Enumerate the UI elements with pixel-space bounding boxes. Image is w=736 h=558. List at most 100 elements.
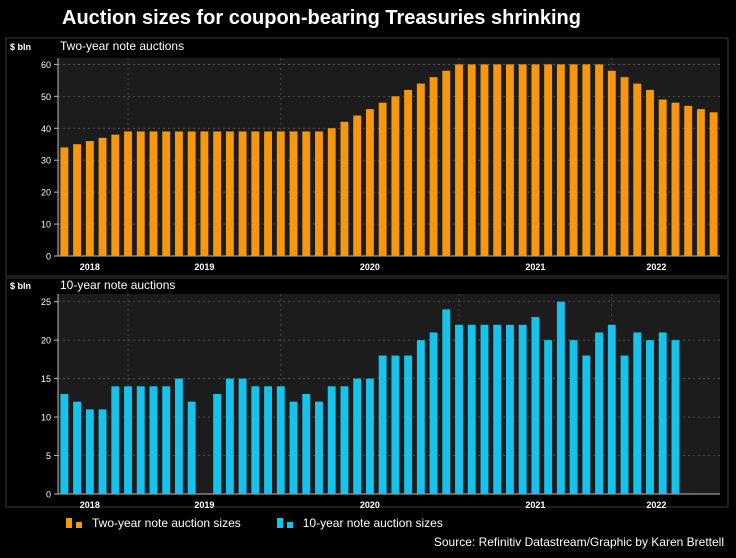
bar-two-year [429, 77, 438, 257]
y-tick-label-ten-year: 20 [41, 336, 51, 346]
x-tick-label-two-year: 2019 [194, 262, 214, 272]
bar-ten-year [658, 332, 667, 494]
bar-ten-year [85, 409, 94, 494]
bar-ten-year [238, 378, 247, 494]
bar-ten-year [98, 409, 107, 494]
bar-ten-year [646, 340, 654, 494]
bar-ten-year [174, 378, 183, 494]
bar-ten-year [365, 378, 374, 494]
plot-area-two-year [58, 58, 720, 256]
x-tick-label-two-year: 2020 [360, 262, 380, 272]
y-tick-label-ten-year: 5 [46, 451, 51, 461]
bar-two-year [111, 134, 120, 256]
bar-two-year [633, 83, 642, 256]
bar-ten-year [327, 386, 336, 494]
bar-two-year [85, 141, 94, 256]
y-tick-label-two-year: 0 [46, 252, 51, 262]
y-tick-label-ten-year: 10 [41, 413, 51, 423]
x-tick-label-ten-year: 2018 [80, 500, 100, 510]
bar-ten-year [633, 332, 642, 494]
legend-swatch-two-year [76, 522, 82, 528]
legend-swatch-ten-year [276, 518, 283, 528]
bar-two-year [595, 64, 604, 256]
bar-two-year [493, 64, 502, 256]
bar-two-year [200, 131, 209, 256]
bar-ten-year [111, 386, 120, 494]
bar-ten-year [569, 340, 578, 494]
bar-ten-year [404, 355, 413, 494]
legend-label-two-year: Two-year note auction sizes [92, 516, 241, 530]
bar-two-year [671, 102, 680, 256]
x-tick-label-two-year: 2021 [525, 262, 545, 272]
bar-two-year [442, 70, 451, 256]
y-unit-label-two-year: $ bln [10, 42, 31, 52]
bar-ten-year [391, 355, 400, 494]
bar-two-year [327, 128, 336, 256]
panel-title-two-year: Two-year note auctions [60, 39, 184, 53]
bar-two-year [518, 64, 527, 256]
y-tick-label-two-year: 30 [41, 156, 51, 166]
bar-ten-year [671, 340, 680, 494]
bar-ten-year [251, 386, 260, 494]
bar-two-year [696, 109, 705, 256]
bar-two-year [162, 131, 171, 256]
bar-ten-year [340, 386, 349, 494]
bar-two-year [416, 83, 425, 256]
bar-ten-year [124, 386, 132, 494]
x-tick-label-ten-year: 2021 [525, 500, 545, 510]
bar-ten-year [378, 355, 387, 494]
legend-swatch-two-year [66, 518, 72, 528]
bar-ten-year [595, 332, 604, 494]
y-unit-label-ten-year: $ bln [10, 281, 31, 291]
bar-two-year [544, 64, 553, 256]
bar-two-year [264, 131, 273, 256]
bar-two-year [73, 144, 82, 256]
bar-ten-year [467, 324, 476, 494]
bar-ten-year [455, 324, 463, 494]
legend: Two-year note auction sizes 10-year note… [66, 516, 443, 530]
bar-two-year [467, 64, 476, 256]
x-tick-label-two-year: 2018 [80, 262, 100, 272]
bar-ten-year [149, 386, 158, 494]
bar-ten-year [505, 324, 514, 494]
y-tick-label-ten-year: 15 [41, 374, 51, 384]
bar-two-year [556, 64, 565, 256]
bar-ten-year [442, 309, 451, 494]
y-tick-label-two-year: 50 [41, 92, 51, 102]
bar-two-year [213, 131, 222, 256]
chart-title: Auction sizes for coupon-bearing Treasur… [62, 7, 581, 29]
bar-ten-year [544, 340, 553, 494]
y-tick-label-two-year: 40 [41, 124, 51, 134]
y-tick-label-ten-year: 0 [46, 490, 51, 500]
bar-ten-year [582, 355, 591, 494]
y-tick-label-two-year: 20 [41, 188, 51, 198]
bar-ten-year [289, 401, 298, 494]
y-tick-label-ten-year: 25 [41, 297, 51, 307]
bar-two-year [480, 64, 489, 256]
bar-ten-year [607, 324, 616, 494]
bar-two-year [391, 96, 400, 257]
bar-ten-year [429, 332, 438, 494]
bar-ten-year [73, 401, 82, 494]
bar-two-year [620, 77, 629, 257]
y-tick-label-two-year: 10 [41, 220, 51, 230]
bar-two-year [136, 131, 145, 256]
bar-two-year [582, 64, 591, 256]
legend-label-ten-year: 10-year note auction sizes [302, 516, 443, 530]
bar-ten-year [264, 386, 273, 494]
bar-two-year [302, 131, 311, 256]
bar-ten-year [556, 301, 565, 494]
bar-ten-year [416, 340, 425, 494]
bar-ten-year [353, 378, 362, 494]
plot-area-ten-year [58, 294, 720, 494]
bar-two-year [149, 131, 158, 256]
bar-ten-year [493, 324, 502, 494]
bar-two-year [646, 89, 654, 256]
x-tick-label-ten-year: 2020 [360, 500, 380, 510]
bar-two-year [658, 99, 667, 256]
bar-two-year [531, 64, 540, 256]
bar-two-year [684, 105, 693, 256]
bar-two-year [505, 64, 514, 256]
bar-ten-year [225, 378, 234, 494]
